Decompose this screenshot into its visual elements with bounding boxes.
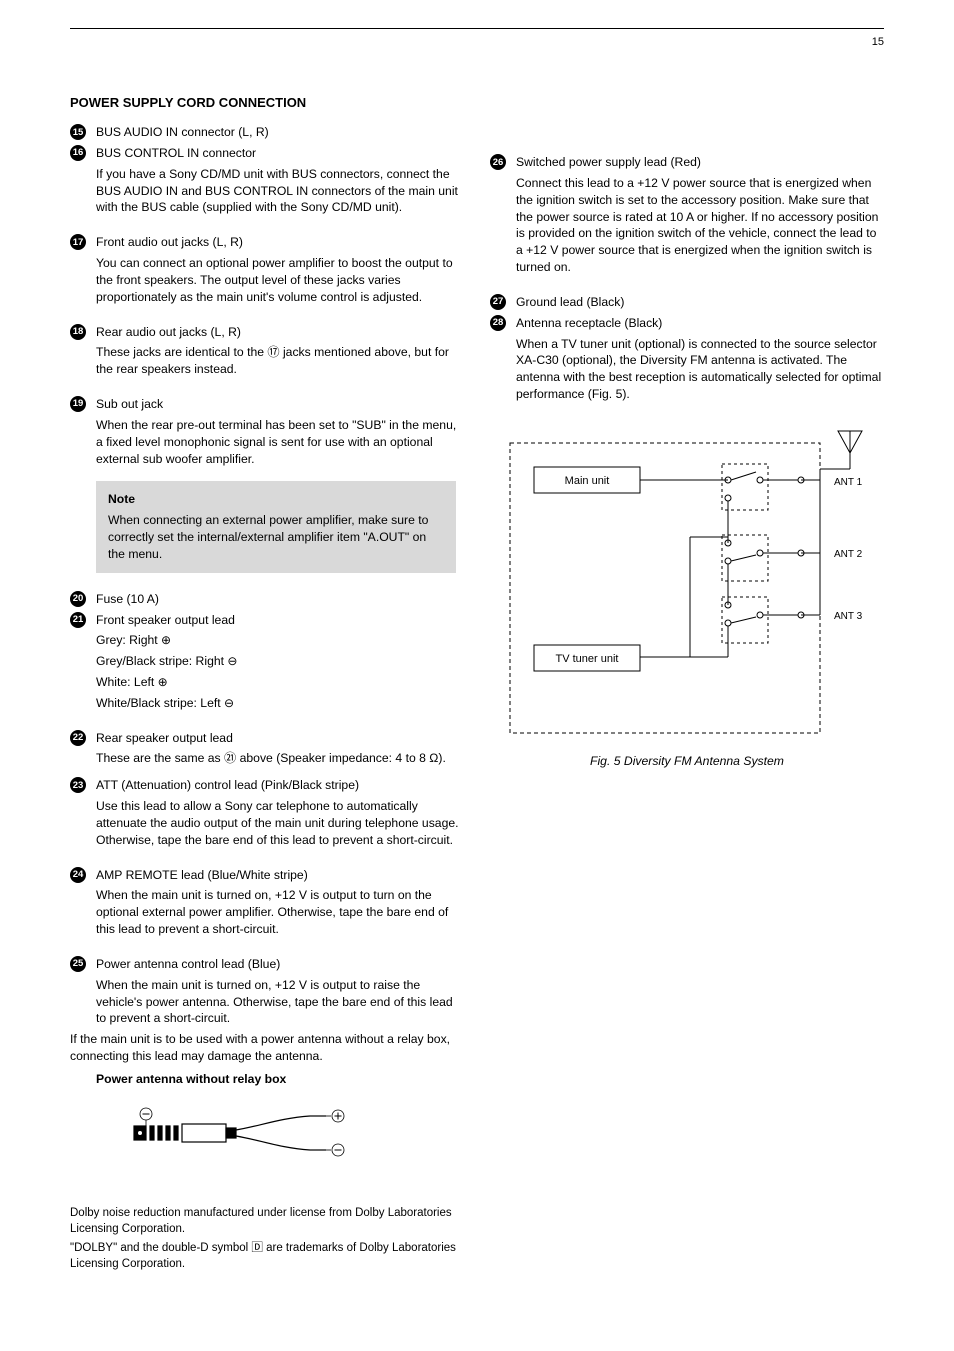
bullet-18: 18 [70,324,96,340]
item-text: AMP REMOTE lead (Blue/White stripe) [96,867,464,884]
item-text: Rear speaker output lead [96,730,464,747]
two-column-layout: POWER SUPPLY CORD CONNECTION 15 BUS AUDI… [70,94,884,1273]
right-column: 26 Switched power supply lead (Red) Conn… [490,94,884,1273]
plug-diagram [130,1106,464,1160]
bullet-19: 19 [70,396,96,412]
bullet-24: 24 [70,867,96,883]
svg-text:Main unit: Main unit [565,475,610,487]
item-27: 27 Ground lead (Black) [490,294,884,311]
star-note-line-0: If the main unit is to be used with a po… [70,1031,464,1065]
bullet-15: 15 [70,124,96,140]
item-19-body: When the rear pre-out terminal has been … [70,417,464,467]
bullet-circle: 24 [70,867,86,883]
bullet-16: 16 [70,145,96,161]
bullet-25: 25 [70,956,96,972]
item-text: Front audio out jacks (L, R) [96,234,464,251]
item-28-body-0: When a TV tuner unit (optional) is conne… [490,336,884,403]
item-text: ATT (Attenuation) control lead (Pink/Bla… [96,777,464,794]
item-21-body-0: Grey: Right ⊕ [70,632,464,649]
item-21-body-2: White: Left ⊕ [70,674,464,691]
item-22: 22 Rear speaker output lead [70,730,464,747]
bullet-circle: 16 [70,145,86,161]
item-text: Antenna receptacle (Black) [516,315,884,332]
item-text: Fuse (10 A) [96,591,464,608]
item-26-body-0: Connect this lead to a +12 V power sourc… [490,175,884,276]
bullet-circle: 27 [490,294,506,310]
item-21: 21 Front speaker output lead [70,612,464,629]
item-24-body-0: When the main unit is turned on, +12 V i… [70,887,464,937]
bullet-circle: 20 [70,591,86,607]
note-body: When connecting an external power amplif… [108,512,444,562]
item-text: Rear audio out jacks (L, R) [96,324,464,341]
item-19: 19 Sub out jack [70,396,464,413]
bullet-circle: 19 [70,396,86,412]
item-20: 20 Fuse (10 A) [70,591,464,608]
bullet-circle: 28 [490,315,506,331]
item-text: Power antenna control lead (Blue) [96,956,464,973]
bullet-27: 27 [490,294,516,310]
item-15: 15 BUS AUDIO IN connector (L, R) [70,124,464,141]
bullet-circle: 18 [70,324,86,340]
item-text: BUS AUDIO IN connector (L, R) [96,124,464,141]
bullet-23: 23 [70,777,96,793]
svg-text:ANT 1: ANT 1 [834,477,863,488]
bullet-circle: 25 [70,956,86,972]
note-title: Note [108,491,444,508]
bullet-21: 21 [70,612,96,628]
item-16: 16 BUS CONTROL IN connector [70,145,464,162]
item-text: Ground lead (Black) [516,294,884,311]
star-note-line-1: Power antenna without relay box [70,1071,464,1088]
bullet-26: 26 [490,154,516,170]
dolby-trademark-line: "DOLBY" and the double-D symbol 🄳 are tr… [70,1241,464,1273]
section-title: POWER SUPPLY CORD CONNECTION [70,94,464,112]
item-24: 24 AMP REMOTE lead (Blue/White stripe) [70,867,464,884]
bullet-circle: 23 [70,777,86,793]
item-28: 28 Antenna receptacle (Black) [490,315,884,332]
bullet-circle: 17 [70,234,86,250]
item-text: BUS CONTROL IN connector [96,145,464,162]
bullet-circle: 26 [490,154,506,170]
svg-text:ANT 3: ANT 3 [834,611,863,622]
header-rule [70,28,884,29]
diagram-caption: Fig. 5 Diversity FM Antenna System [490,753,884,770]
item-26: 26 Switched power supply lead (Red) [490,154,884,171]
item-18-body: These jacks are identical to the ⑰ jacks… [70,344,464,378]
bullet-circle: 21 [70,612,86,628]
svg-text:TV tuner unit: TV tuner unit [556,653,619,665]
bullet-circle: 15 [70,124,86,140]
bullet-22: 22 [70,730,96,746]
item-17-body: You can connect an optional power amplif… [70,255,464,305]
item-23: 23 ATT (Attenuation) control lead (Pink/… [70,777,464,794]
item-text: Sub out jack [96,396,464,413]
left-column: POWER SUPPLY CORD CONNECTION 15 BUS AUDI… [70,94,464,1273]
svg-text:ANT 2: ANT 2 [834,549,863,560]
item-18: 18 Rear audio out jacks (L, R) [70,324,464,341]
bullet-circle: 22 [70,730,86,746]
item-text: Front speaker output lead [96,612,464,629]
bullet-20: 20 [70,591,96,607]
right-top-spacer [490,94,884,154]
item-22-body-0: These are the same as ㉑ above (Speaker i… [70,750,464,767]
item-23-body-0: Use this lead to allow a Sony car teleph… [70,798,464,848]
diversity-antenna-diagram: Main unit ANT 1 [490,429,884,770]
item-17: 17 Front audio out jacks (L, R) [70,234,464,251]
item-21-body-3: White/Black stripe: Left ⊖ [70,695,464,712]
item-text: Switched power supply lead (Red) [516,154,884,171]
item-16-body: If you have a Sony CD/MD unit with BUS c… [70,166,464,216]
dolby-license-line: Dolby noise reduction manufactured under… [70,1206,464,1238]
item-25-body-0: When the main unit is turned on, +12 V i… [70,977,464,1027]
bullet-17: 17 [70,234,96,250]
note-box: Note When connecting an external power a… [96,481,456,572]
bullet-28: 28 [490,315,516,331]
page-number: 15 [70,35,884,50]
item-25: 25 Power antenna control lead (Blue) [70,956,464,973]
item-21-body-1: Grey/Black stripe: Right ⊖ [70,653,464,670]
